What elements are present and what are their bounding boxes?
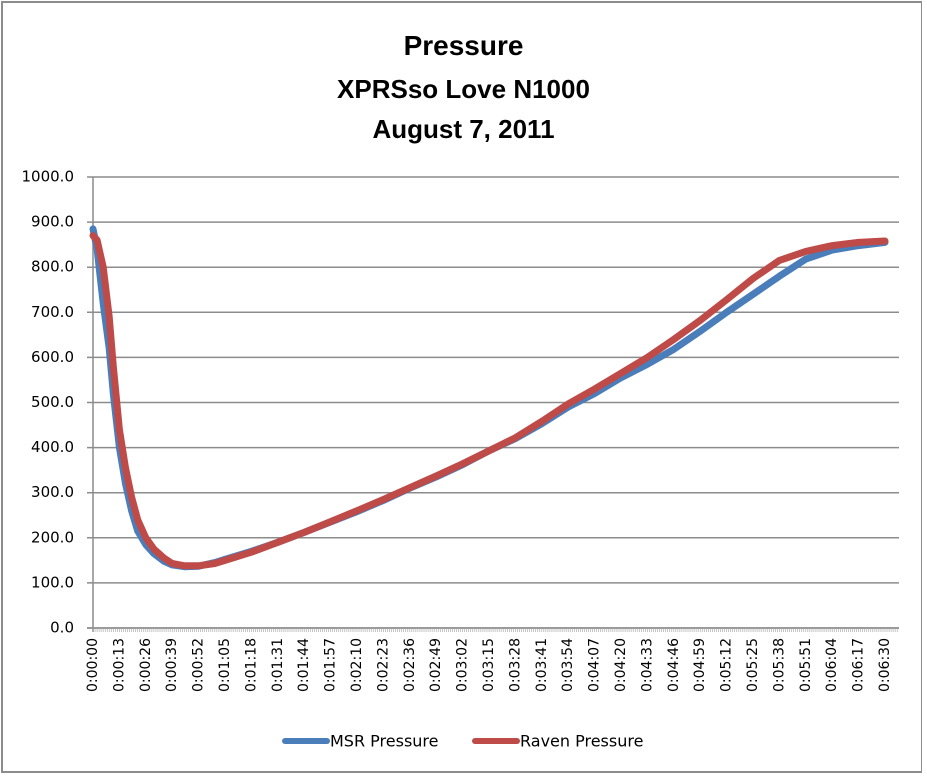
x-tick-label: 0:02:10 xyxy=(349,638,365,692)
y-tick-label: 400.0 xyxy=(31,438,74,456)
x-tick-label: 0:00:13 xyxy=(111,638,127,692)
x-tick-label: 0:05:38 xyxy=(771,638,787,692)
x-tick-label: 0:06:04 xyxy=(824,638,840,692)
x-tick-label: 0:00:39 xyxy=(164,638,180,692)
x-tick-label: 0:04:20 xyxy=(613,638,629,692)
x-tick-label: 0:02:49 xyxy=(428,638,444,692)
y-tick-label: 900.0 xyxy=(31,213,74,231)
chart-date: August 7, 2011 xyxy=(372,114,555,144)
x-tick-label: 0:03:54 xyxy=(560,638,576,692)
x-tick-label: 0:05:51 xyxy=(798,638,814,692)
x-tick-label: 0:06:30 xyxy=(877,638,893,692)
y-tick-label: 1000.0 xyxy=(22,168,75,186)
y-tick-label: 0.0 xyxy=(50,619,74,637)
y-tick-label: 100.0 xyxy=(31,573,74,591)
x-tick-label: 0:03:02 xyxy=(455,638,471,692)
x-tick-label: 0:01:44 xyxy=(296,638,312,692)
x-tick-label: 0:04:07 xyxy=(587,638,603,692)
x-tick-label: 0:00:52 xyxy=(191,638,207,692)
chart-subtitle: XPRSso Love N1000 xyxy=(337,74,590,104)
series-line-msr-pressure xyxy=(89,225,889,571)
chart-title: Pressure xyxy=(403,30,524,61)
x-tick-label: 0:02:36 xyxy=(402,638,418,692)
x-axis: 0:00:00 0:00:13 0:00:26 0:00:39 0:00:52 0:01:… xyxy=(85,627,899,692)
series-line-raven-pressure xyxy=(89,232,889,570)
x-tick-label: 0:01:57 xyxy=(323,638,339,692)
x-tick-label: 0:03:15 xyxy=(481,638,497,692)
x-tick-label: 0:01:18 xyxy=(243,638,259,692)
y-axis: 0.0 100.0 200.0 300.0 400.0 500.0 600.0 700.0 80… xyxy=(22,168,94,637)
x-tick-label: 0:01:31 xyxy=(270,638,286,692)
y-tick-label: 300.0 xyxy=(31,483,74,501)
x-tick-label: 0:04:33 xyxy=(639,638,655,692)
x-tick-label: 0:05:12 xyxy=(719,638,735,692)
legend-label: MSR Pressure xyxy=(330,732,438,751)
legend-label: Raven Pressure xyxy=(520,732,643,751)
series-lines xyxy=(89,225,889,571)
x-tick-label: 0:00:00 xyxy=(85,638,101,692)
x-tick-label: 0:04:59 xyxy=(692,638,708,692)
y-tick-label: 500.0 xyxy=(31,393,74,411)
y-tick-label: 800.0 xyxy=(31,258,74,276)
y-tick-label: 700.0 xyxy=(31,303,74,321)
x-tick-label: 0:04:46 xyxy=(666,638,682,692)
y-tick-label: 600.0 xyxy=(31,348,74,366)
x-tick-label: 0:05:25 xyxy=(745,638,761,692)
y-tick-label: 200.0 xyxy=(31,528,74,546)
x-tick-label: 0:00:26 xyxy=(138,638,154,692)
x-tick-label: 0:03:28 xyxy=(507,638,523,692)
x-tick-label: 0:01:05 xyxy=(217,638,233,692)
x-tick-label: 0:06:17 xyxy=(851,638,867,692)
x-tick-label: 0:02:23 xyxy=(375,638,391,692)
legend: MSR Pressure Raven Pressure xyxy=(282,732,643,751)
x-tick-label: 0:03:41 xyxy=(534,638,550,692)
